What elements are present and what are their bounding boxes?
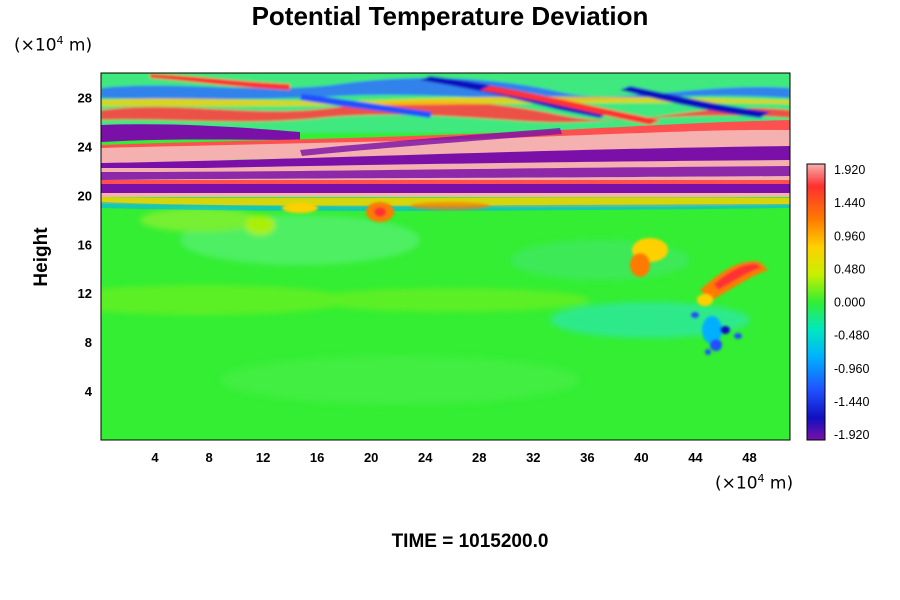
- y-tick-label: 24: [78, 139, 93, 154]
- colorbar: [806, 163, 826, 441]
- y-tick-label: 20: [78, 188, 92, 203]
- eddies-mid: [282, 202, 490, 222]
- time-label: TIME = 1015200.0: [391, 531, 549, 552]
- colorbar-tick-label: 0.960: [834, 229, 865, 243]
- x-tick-label: 8: [205, 450, 212, 465]
- colorbar-tick-label: 1.440: [834, 196, 865, 210]
- colorbar-tick-label: -1.920: [834, 428, 869, 442]
- colorbar-ticks: 1.920 1.440 0.960 0.480 0.000 -0.480 -0.960 -1.…: [834, 163, 869, 442]
- x-tick-label: 4: [151, 450, 159, 465]
- x-tick-label: 16: [310, 450, 324, 465]
- x-axis-ticks: 4 8 12 16 20 24 28 32 36 40 44 48: [151, 450, 756, 465]
- x-tick-label: 24: [418, 450, 433, 465]
- negative-band-lower: [101, 184, 790, 193]
- y-tick-label: 28: [78, 90, 92, 105]
- x-tick-label: 12: [256, 450, 270, 465]
- warm-anomaly-right: [630, 238, 768, 306]
- y-axis-unit: (×104 m): [14, 34, 93, 56]
- cold-anomaly-right: [691, 312, 742, 355]
- colorbar-tick-label: 1.920: [834, 163, 865, 177]
- upper-wave-region: [101, 73, 790, 133]
- x-tick-label: 36: [580, 450, 594, 465]
- sheared-streaks: [101, 120, 790, 162]
- colorbar-tick-label: -1.440: [834, 395, 869, 409]
- y-tick-label: 4: [85, 384, 93, 399]
- chart-title: Potential Temperature Deviation: [251, 1, 649, 31]
- x-tick-label: 40: [634, 450, 648, 465]
- x-tick-label: 32: [526, 450, 540, 465]
- y-tick-label: 16: [78, 237, 92, 252]
- x-tick-label: 44: [688, 450, 703, 465]
- y-tick-label: 8: [85, 335, 92, 350]
- negative-band-upper: [101, 146, 790, 170]
- plot-frame: [100, 72, 791, 441]
- x-axis-unit: (×104 m): [715, 472, 794, 494]
- y-tick-label: 12: [78, 286, 92, 301]
- y-axis-ticks: 4 8 12 16 20 24 28: [78, 90, 93, 399]
- colorbar-tick-label: 0.000: [834, 296, 865, 310]
- negative-band-left: [101, 124, 300, 142]
- colorbar-tick-label: -0.960: [834, 362, 869, 376]
- x-tick-label: 28: [472, 450, 486, 465]
- x-tick-label: 48: [742, 450, 756, 465]
- positive-band-upper: [101, 160, 790, 168]
- colorbar-tick-label: -0.480: [834, 329, 869, 343]
- colorbar-tick-label: 0.480: [834, 262, 865, 276]
- x-tick-label: 20: [364, 450, 378, 465]
